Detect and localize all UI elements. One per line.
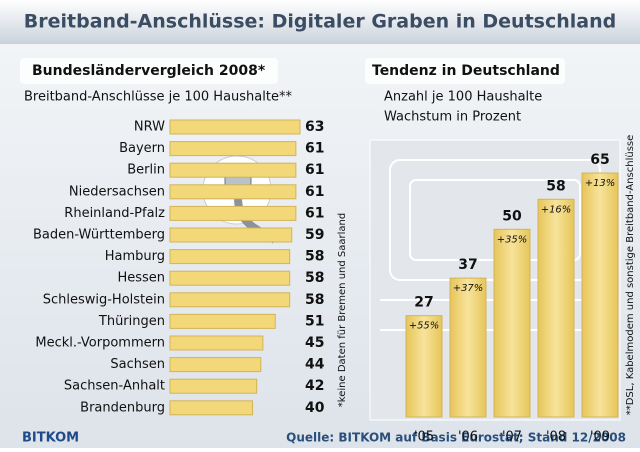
- category-label: Berlin: [127, 163, 165, 178]
- x-tick-label: '07: [502, 430, 522, 445]
- growth-label: +55%: [409, 321, 440, 332]
- footnote: *keine Daten für Bremen und Saarland: [337, 213, 348, 407]
- category-label: Schleswig-Holstein: [43, 292, 165, 307]
- value-label: 50: [502, 208, 522, 224]
- x-tick-label: '08: [546, 430, 566, 445]
- value-label: 59: [305, 227, 324, 243]
- value-label: 58: [305, 292, 324, 308]
- footnote: **DSL, Kabelmodem und sonstige Breitband…: [625, 135, 636, 416]
- category-label: Hamburg: [105, 249, 165, 264]
- header: [0, 0, 640, 44]
- value-label: 40: [305, 400, 325, 416]
- bar: [169, 400, 254, 416]
- category-label: Niedersachsen: [69, 184, 165, 199]
- logo: BITKOM: [22, 431, 79, 446]
- value-label: 58: [305, 270, 324, 286]
- bar: [493, 228, 531, 418]
- growth-label: +16%: [541, 204, 572, 215]
- bar: [169, 119, 301, 135]
- bar: [449, 277, 487, 418]
- category-label: Meckl.-Vorpommern: [35, 336, 165, 351]
- chart-subtitle: Breitband-Anschlüsse je 100 Haushalte**: [24, 90, 292, 105]
- value-label: 61: [305, 162, 324, 178]
- bar: [169, 249, 291, 265]
- category-label: Rheinland-Pfalz: [64, 206, 165, 221]
- bar: [169, 335, 264, 351]
- value-label: 42: [305, 378, 324, 394]
- category-label: Sachsen: [110, 357, 165, 372]
- bar: [169, 227, 293, 243]
- category-label: Baden-Württemberg: [33, 228, 165, 243]
- value-label: 44: [305, 357, 325, 373]
- bar: [169, 292, 291, 308]
- category-label: Brandenburg: [80, 400, 165, 415]
- chart-title: Tendenz in Deutschland: [372, 63, 560, 79]
- value-label: 61: [305, 141, 324, 157]
- x-tick-label: '06: [458, 430, 478, 445]
- chart-title: Bundesländervergleich 2008*: [32, 63, 266, 79]
- category-label: NRW: [134, 120, 165, 135]
- source: Quelle: BITKOM auf Basis Eurostat; Stand…: [286, 431, 626, 445]
- value-label: 65: [590, 152, 609, 168]
- growth-label: +13%: [585, 178, 616, 189]
- value-label: 37: [458, 257, 477, 273]
- bar: [537, 198, 575, 418]
- value-label: 63: [305, 119, 324, 135]
- value-label: 58: [305, 249, 324, 265]
- bar: [169, 162, 297, 178]
- value-label: 27: [414, 295, 433, 311]
- value-label: 45: [305, 335, 324, 351]
- x-tick-label: '05: [414, 430, 434, 445]
- x-tick-label: '09: [590, 430, 610, 445]
- panel-header: [365, 58, 565, 84]
- growth-label: +37%: [453, 283, 484, 294]
- category-label: Thüringen: [98, 314, 165, 329]
- bar: [169, 184, 297, 200]
- chart-subtitle: Wachstum in Prozent: [384, 110, 521, 125]
- bar: [169, 357, 262, 373]
- category-label: Bayern: [119, 141, 165, 156]
- chart-subtitle: Anzahl je 100 Haushalte: [384, 90, 542, 105]
- value-label: 58: [546, 178, 565, 194]
- bar: [169, 313, 276, 329]
- bar: [169, 378, 258, 394]
- category-label: Hessen: [117, 271, 165, 286]
- bar: [405, 315, 443, 418]
- bar: [169, 141, 297, 157]
- value-label: 61: [305, 205, 324, 221]
- category-label: Sachsen-Anhalt: [64, 379, 165, 394]
- bar: [169, 205, 297, 221]
- panel-header: [20, 58, 278, 84]
- growth-label: +35%: [497, 234, 528, 245]
- title: Breitband-Anschlüsse: Digitaler Graben i…: [24, 11, 616, 33]
- value-label: 61: [305, 184, 324, 200]
- value-label: 51: [305, 313, 324, 329]
- bar: [169, 270, 291, 286]
- bar: [581, 172, 619, 418]
